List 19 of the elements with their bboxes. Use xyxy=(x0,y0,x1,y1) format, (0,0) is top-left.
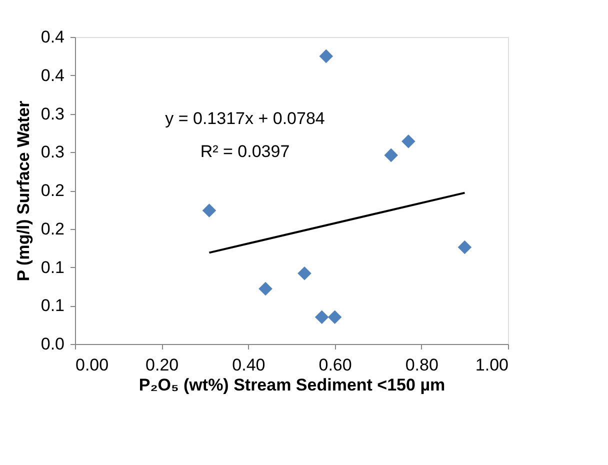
y-tick-label: 0.3 xyxy=(40,104,64,124)
y-tick-label: 0.4 xyxy=(40,28,64,46)
x-tick-label: 0.60 xyxy=(318,356,352,374)
x-tick-label: 0.00 xyxy=(76,356,109,374)
annotation: y = 0.1317x + 0.0784 xyxy=(165,109,325,128)
y-tick-label: 0.4 xyxy=(40,66,64,85)
y-tick-label: 0.3 xyxy=(40,142,64,162)
x-tick-label: 0.80 xyxy=(405,356,438,374)
y-tick-label: 0.0 xyxy=(40,334,64,354)
x-tick-label: 0.40 xyxy=(232,356,266,374)
x-tick-label: 1.00 xyxy=(475,356,508,374)
y-tick-label: 0.1 xyxy=(40,296,64,316)
annotation: R² = 0.0397 xyxy=(200,142,290,161)
y-tick-label: 0.1 xyxy=(40,258,64,277)
x-axis-title: P₂O₅ (wt%) Stream Sediment <150 µm xyxy=(138,376,446,394)
x-tick-label: 0.20 xyxy=(146,356,179,374)
y-axis-title: P (mg/l) Surface Water xyxy=(14,100,33,282)
y-tick-label: 0.2 xyxy=(40,181,64,200)
y-tick-label: 0.2 xyxy=(40,219,64,238)
